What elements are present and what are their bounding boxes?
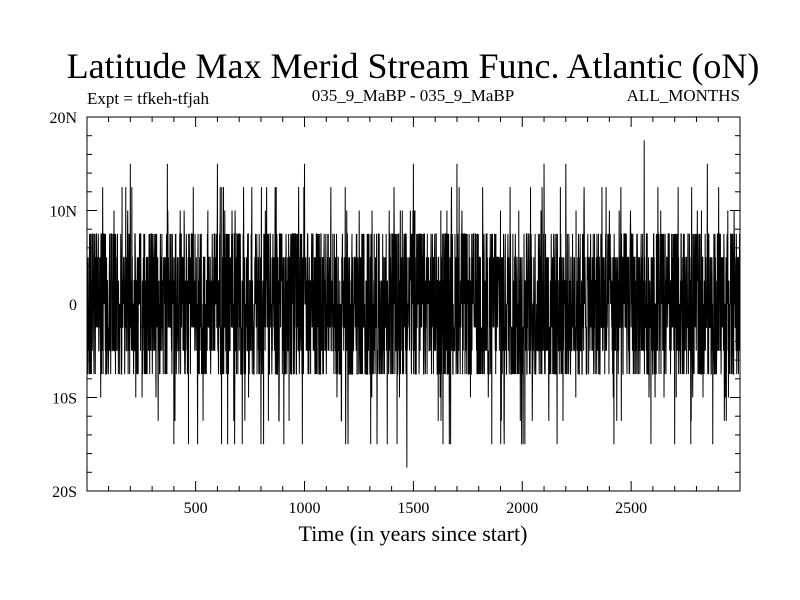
experiment-label: Expt = tfkeh-tfjah: [87, 89, 209, 108]
chart-title: Latitude Max Merid Stream Func. Atlantic…: [67, 46, 760, 86]
x-tick-label: 1000: [289, 500, 321, 517]
x-tick-label: 2000: [506, 500, 538, 517]
months-label: ALL_MONTHS: [627, 86, 740, 105]
y-tick-label: 20S: [52, 484, 77, 501]
x-tick-label: 500: [184, 500, 208, 517]
y-tick-label: 10S: [52, 391, 77, 408]
y-tick-label: 0: [69, 297, 77, 314]
period-label: 035_9_MaBP - 035_9_MaBP: [312, 86, 514, 105]
y-tick-label: 20N: [49, 110, 77, 127]
axis-ticks: 500 1000 1500 2000 2500 20N 10N 0 10S 20S: [49, 110, 740, 517]
x-axis-label: Time (in years since start): [299, 521, 528, 546]
series-layer: [86, 140, 741, 468]
x-tick-label: 1500: [397, 500, 429, 517]
plot-frame: [86, 116, 741, 492]
x-tick-label: 2500: [615, 500, 647, 517]
series-line: [86, 140, 741, 468]
y-tick-label: 10N: [49, 204, 77, 221]
